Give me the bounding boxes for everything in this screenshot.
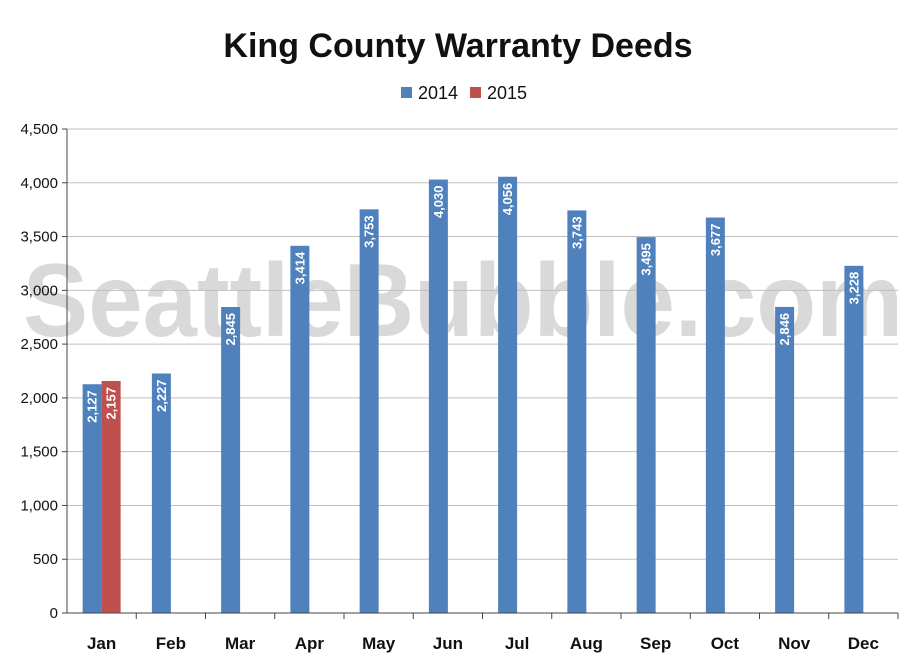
data-label-2015-jan: 2,157	[104, 387, 119, 420]
data-label-2014-apr: 3,414	[292, 251, 307, 284]
y-tick-label: 4,500	[20, 121, 58, 138]
bars	[82, 176, 864, 614]
data-label-2014-jan: 2,127	[85, 390, 100, 423]
y-tick-label: 1,500	[20, 444, 58, 461]
x-tick-label-mar: Mar	[225, 634, 256, 653]
bar-2014-apr	[290, 245, 310, 613]
x-tick-label-sep: Sep	[640, 634, 671, 653]
axes	[62, 128, 899, 619]
data-label-2014-aug: 3,743	[569, 216, 584, 249]
y-tick-label: 0	[50, 605, 58, 622]
data-label-2014-dec: 3,228	[846, 272, 861, 305]
y-tick-label: 2,500	[20, 336, 58, 353]
y-tick-label: 2,000	[20, 390, 58, 407]
bar-2014-jul	[498, 176, 518, 613]
x-tick-label-jul: Jul	[505, 634, 530, 653]
x-tick-label-dec: Dec	[848, 634, 879, 653]
legend-swatch-2014	[401, 87, 412, 98]
y-tick-label: 1,000	[20, 497, 58, 514]
x-tick-label-nov: Nov	[778, 634, 811, 653]
data-label-2014-feb: 2,227	[154, 379, 169, 412]
watermark-text: SeattleBubble.com	[23, 243, 903, 359]
y-tick-label: 500	[33, 551, 58, 568]
x-tick-label-may: May	[362, 634, 396, 653]
legend-label-2015: 2015	[487, 83, 527, 103]
data-label-2014-may: 3,753	[362, 215, 377, 248]
x-tick-label-apr: Apr	[295, 634, 325, 653]
bar-2014-jun	[428, 179, 448, 613]
data-label-2014-jun: 4,030	[431, 186, 446, 219]
x-tick-label-jan: Jan	[87, 634, 116, 653]
bar-2014-nov	[775, 306, 795, 613]
data-labels: 2,127 2,227 2,845 3,414 3,753 4,030 4,056 3,743…	[85, 183, 862, 423]
legend: 2014 2015	[401, 83, 527, 103]
gridlines	[67, 128, 898, 560]
chart-title: King County Warranty Deeds	[223, 27, 692, 65]
y-tick-labels: 0 500 1,000 1,500 2,000 2,500 3,000 3,500 4,000 4…	[20, 121, 58, 622]
data-label-2014-jul: 4,056	[500, 183, 515, 216]
bar-2014-jan	[82, 384, 102, 613]
bar-2014-dec	[844, 265, 864, 613]
y-tick-label: 3,500	[20, 229, 58, 246]
x-tick-label-jun: Jun	[433, 634, 463, 653]
bar-2015-jan	[101, 381, 121, 613]
bar-2014-may	[359, 209, 379, 613]
legend-swatch-2015	[470, 87, 481, 98]
data-label-2014-oct: 3,677	[708, 224, 723, 257]
bar-2014-sep	[636, 237, 656, 614]
y-tick-label: 4,000	[20, 175, 58, 192]
bar-2014-aug	[567, 210, 587, 613]
x-tick-labels: Jan Feb Mar Apr May Jun Jul Aug Sep Oct Nov Dec	[87, 634, 879, 653]
data-label-2014-sep: 3,495	[639, 243, 654, 276]
data-label-2014-mar: 2,845	[223, 313, 238, 346]
x-tick-label-aug: Aug	[570, 634, 603, 653]
x-tick-label-feb: Feb	[156, 634, 186, 653]
x-tick-label-oct: Oct	[711, 634, 740, 653]
bar-2014-oct	[705, 217, 725, 613]
bar-2014-feb	[151, 373, 171, 613]
bar-2014-mar	[221, 307, 241, 613]
legend-label-2014: 2014	[418, 83, 458, 103]
y-tick-label: 3,000	[20, 282, 58, 299]
data-label-2014-nov: 2,846	[777, 313, 792, 346]
